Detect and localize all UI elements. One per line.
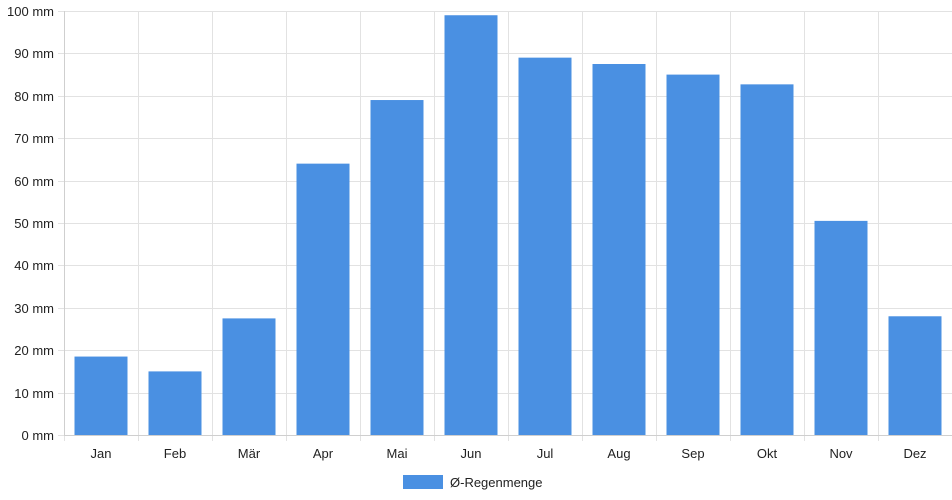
y-tick-label: 70 mm (14, 131, 54, 146)
x-tick-label: Aug (607, 446, 630, 461)
x-tick-label: Dez (903, 446, 926, 461)
legend-label[interactable]: Ø-Regenmenge (450, 475, 543, 490)
y-axis-tick-labels: 0 mm 10 mm 20 mm 30 mm 40 mm 50 mm 60 mm 70 mm 8… (7, 4, 54, 443)
legend[interactable]: Ø-Regenmenge (403, 475, 543, 490)
bar-feb[interactable] (148, 371, 202, 435)
bar-aug[interactable] (592, 64, 646, 435)
bar-dez[interactable] (888, 316, 942, 435)
y-tick-label: 10 mm (14, 386, 54, 401)
bar-mär[interactable] (222, 318, 276, 435)
x-axis-tick-labels: Jan Feb Mär Apr Mai Jun Jul Aug Sep Okt Nov Dez (91, 446, 927, 461)
x-tick-label: Feb (164, 446, 186, 461)
y-tick-label: 40 mm (14, 258, 54, 273)
bar-mai[interactable] (370, 100, 424, 435)
bar-jun[interactable] (444, 15, 498, 436)
y-tick-label: 60 mm (14, 174, 54, 189)
y-tick-label: 90 mm (14, 46, 54, 61)
x-tick-label: Jan (91, 446, 112, 461)
bar-jan[interactable] (74, 356, 128, 435)
x-tick-label: Mär (238, 446, 261, 461)
x-tick-label: Okt (757, 446, 778, 461)
bar-okt[interactable] (740, 84, 794, 436)
x-tick-label: Sep (681, 446, 704, 461)
bars (74, 15, 942, 436)
y-tick-label: 30 mm (14, 301, 54, 316)
y-tick-label: 100 mm (7, 4, 54, 19)
bar-jul[interactable] (518, 57, 572, 435)
y-tick-label: 50 mm (14, 216, 54, 231)
bar-nov[interactable] (814, 220, 868, 435)
axes (64, 11, 952, 436)
legend-swatch[interactable] (403, 475, 443, 489)
y-tick-label: 20 mm (14, 343, 54, 358)
x-tick-label: Nov (829, 446, 853, 461)
bar-sep[interactable] (666, 74, 720, 435)
x-tick-label: Jul (537, 446, 554, 461)
x-tick-label: Apr (313, 446, 334, 461)
bar-apr[interactable] (296, 163, 350, 435)
y-tick-label: 0 mm (22, 428, 55, 443)
x-tick-label: Jun (461, 446, 482, 461)
x-tick-label: Mai (387, 446, 408, 461)
y-tick-label: 80 mm (14, 89, 54, 104)
